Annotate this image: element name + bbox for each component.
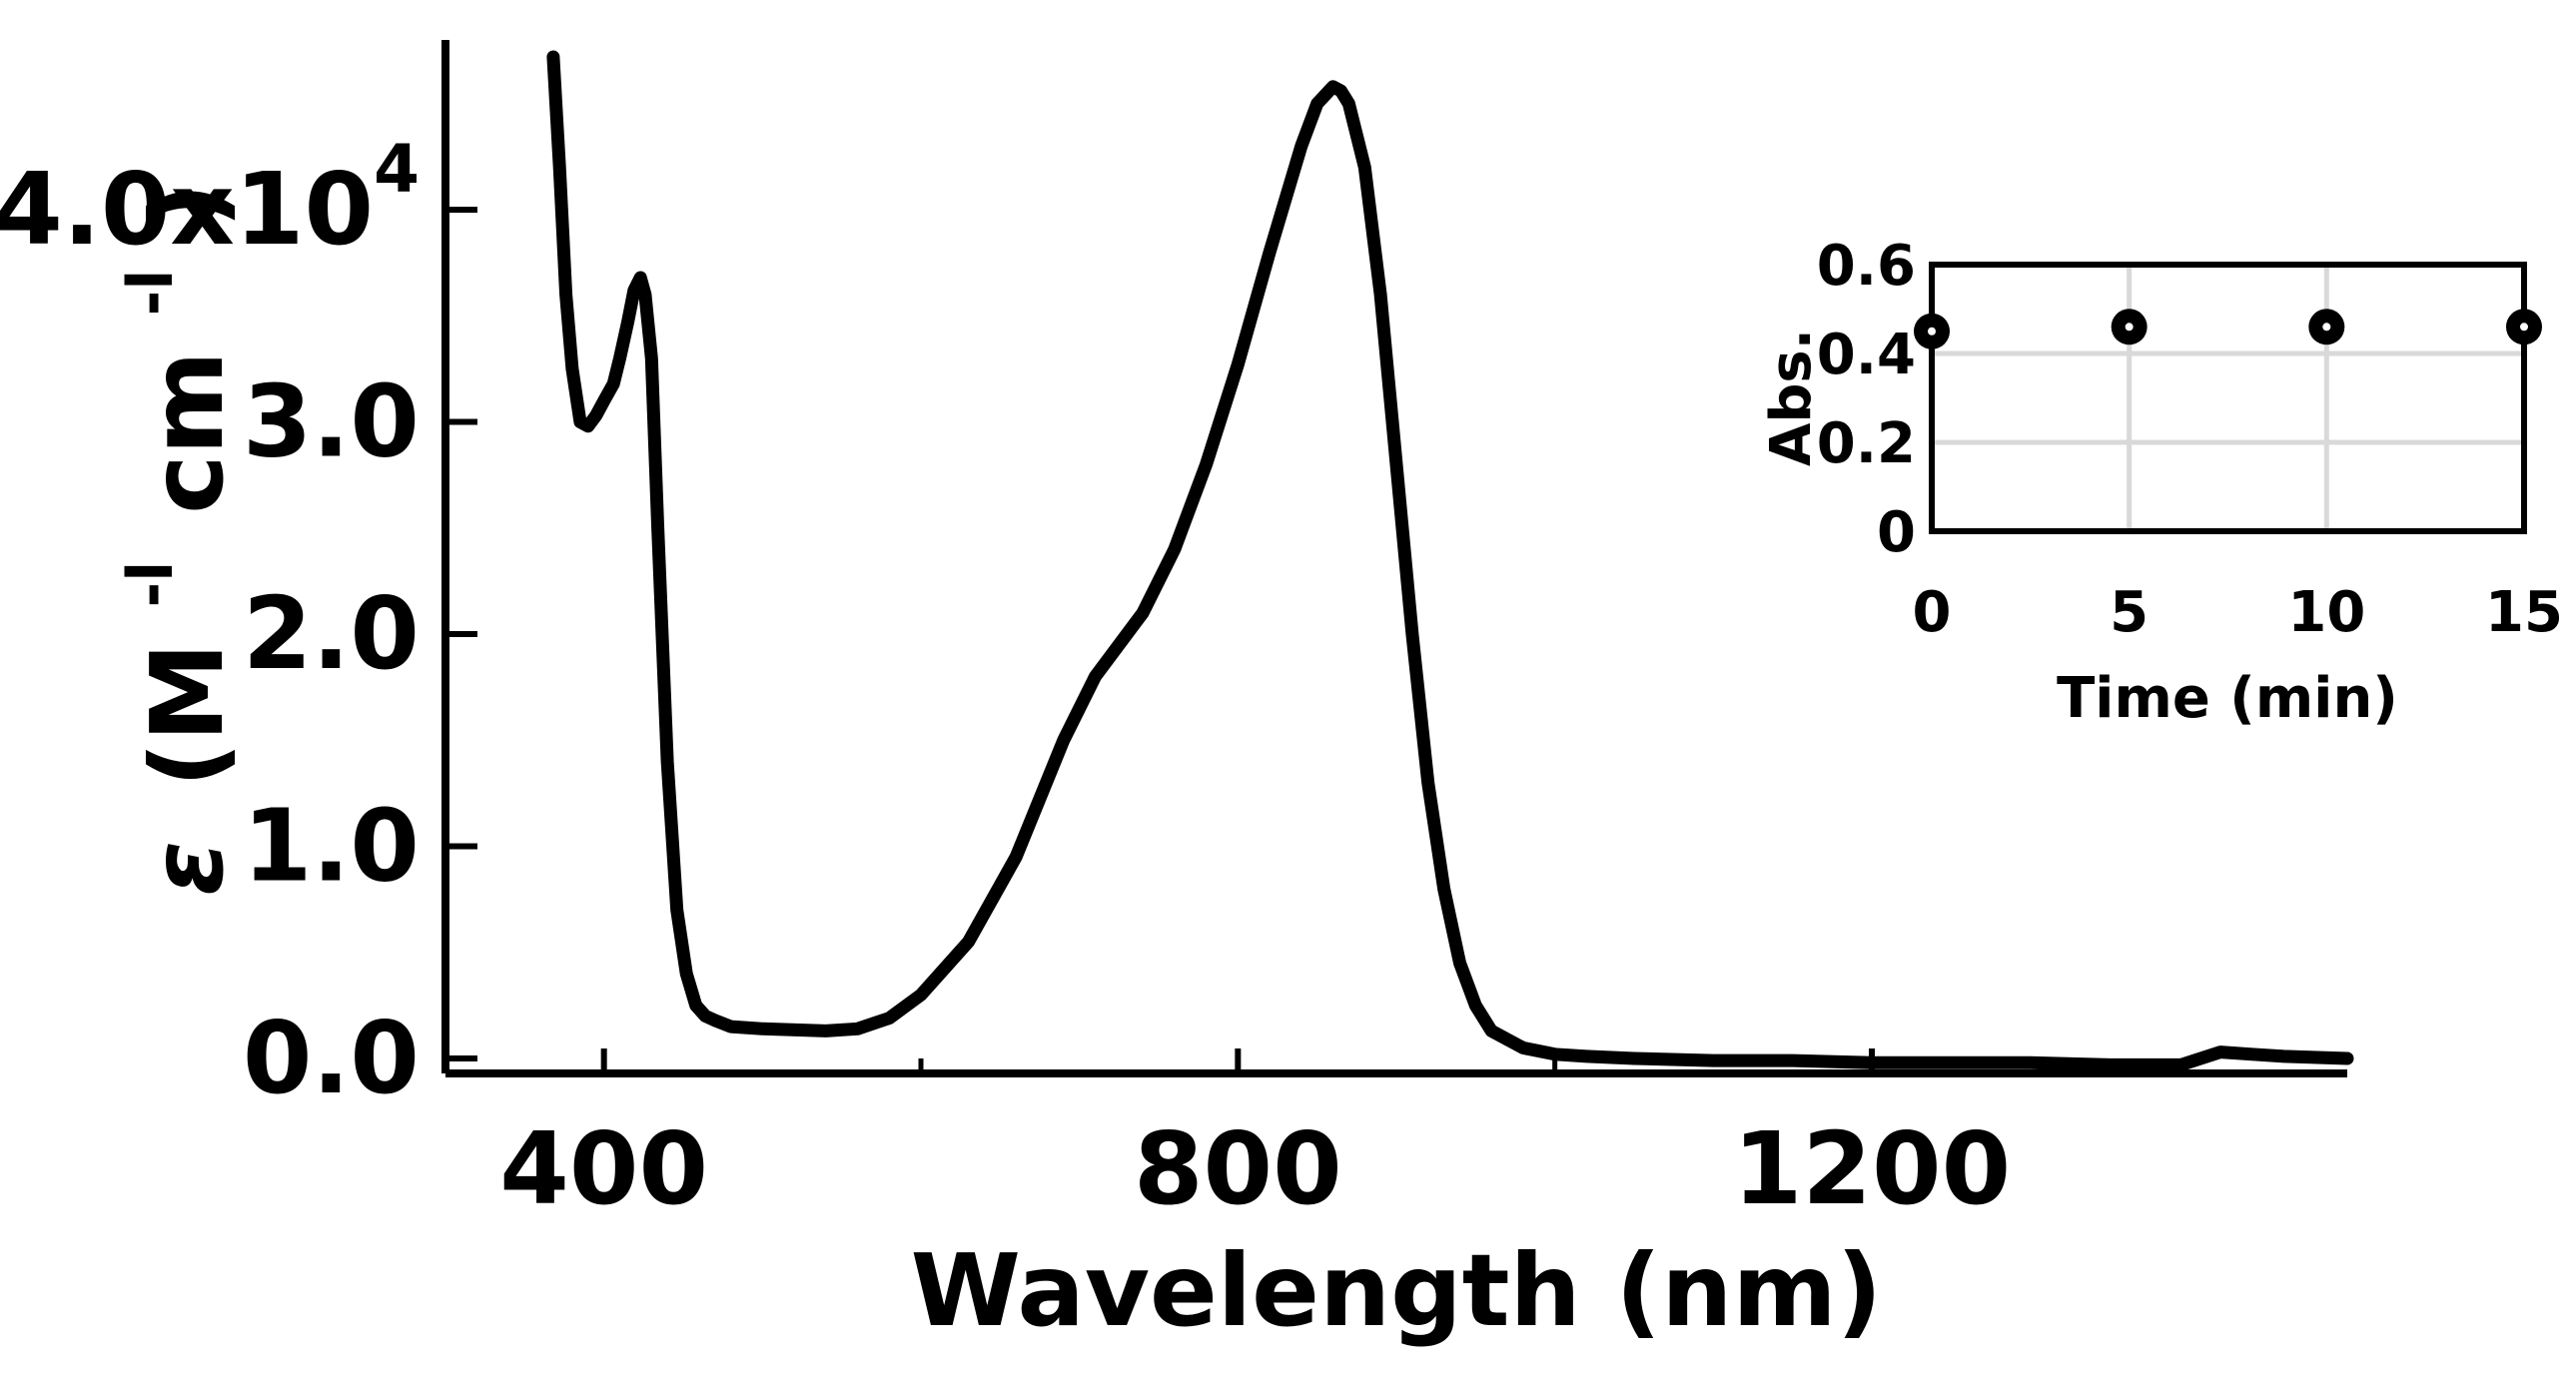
inset-y-tick-label: 0.6	[1817, 234, 1916, 299]
y-axis-label-exp2: -l	[114, 269, 187, 316]
y-axis-label-close: )	[129, 183, 246, 229]
y-axis-label-open: (M	[129, 642, 246, 787]
inset-y-axis-label: Abs.	[1759, 329, 1824, 466]
inset-y-tick-label: 0.2	[1817, 411, 1916, 476]
inset-point-center	[2520, 323, 2528, 332]
inset-frame	[1929, 262, 2527, 534]
inset-point-center	[2322, 323, 2331, 332]
inset-data-point	[2308, 309, 2345, 346]
series-line-spectrum	[546, 50, 2354, 1071]
inset-x-tick-label: 5	[2110, 580, 2148, 645]
inset-x-tick-label: 10	[2287, 580, 2365, 645]
main-x-tick-labels: 400 800 1200	[499, 1110, 2011, 1227]
inset-y-tick-labels: 0 0.2 0.4 0.6	[1817, 234, 1916, 565]
inset-data-point	[2111, 309, 2147, 346]
y-tick-label: 0.0	[243, 1000, 420, 1116]
inset-point-center	[1928, 327, 1936, 336]
y-tick-label: 4.0x104	[0, 131, 420, 268]
x-axis-label: Wavelength (nm)	[911, 1232, 1883, 1349]
y-tick-label: 3.0	[243, 363, 420, 480]
main-series	[546, 50, 2354, 1071]
y-tick-label: 1.0	[243, 788, 420, 905]
inset-x-axis-label: Time (min)	[2057, 666, 2398, 731]
inset-data-point	[1914, 313, 1950, 349]
y-axis-label-symbol: ε	[129, 840, 246, 896]
y-axis-label: ε (M -l cm -l )	[79, 183, 246, 896]
x-tick-label: 400	[499, 1110, 708, 1227]
inset-y-tick-label: 0.4	[1817, 323, 1916, 387]
main-chart: 400 800 1200 0.0 1.0 2.0 3.0 4.0x104 Wavelengt…	[0, 40, 2354, 1349]
inset-x-tick-label: 15	[2485, 580, 2563, 645]
inset-data-point	[2506, 309, 2542, 346]
inset-point-center	[2125, 323, 2134, 332]
y-axis-label-exp1: -l	[114, 561, 187, 608]
inset-x-tick-label: 0	[1913, 580, 1952, 645]
x-tick-label: 1200	[1733, 1110, 2011, 1227]
inset-y-tick-label: 0	[1877, 500, 1916, 565]
y-axis-label-unit: cm	[129, 350, 246, 513]
x-tick-label: 800	[1134, 1110, 1342, 1227]
inset-points	[1914, 309, 2542, 349]
main-y-tick-labels: 0.0 1.0 2.0 3.0 4.0x104	[0, 131, 420, 1116]
inset-chart: 0 5 10 15 0 0.2 0.4 0.6 Time (min) Abs.	[1759, 234, 2563, 731]
y-tick-label: 2.0	[243, 575, 420, 692]
inset-x-tick-labels: 0 5 10 15	[1913, 580, 2563, 645]
